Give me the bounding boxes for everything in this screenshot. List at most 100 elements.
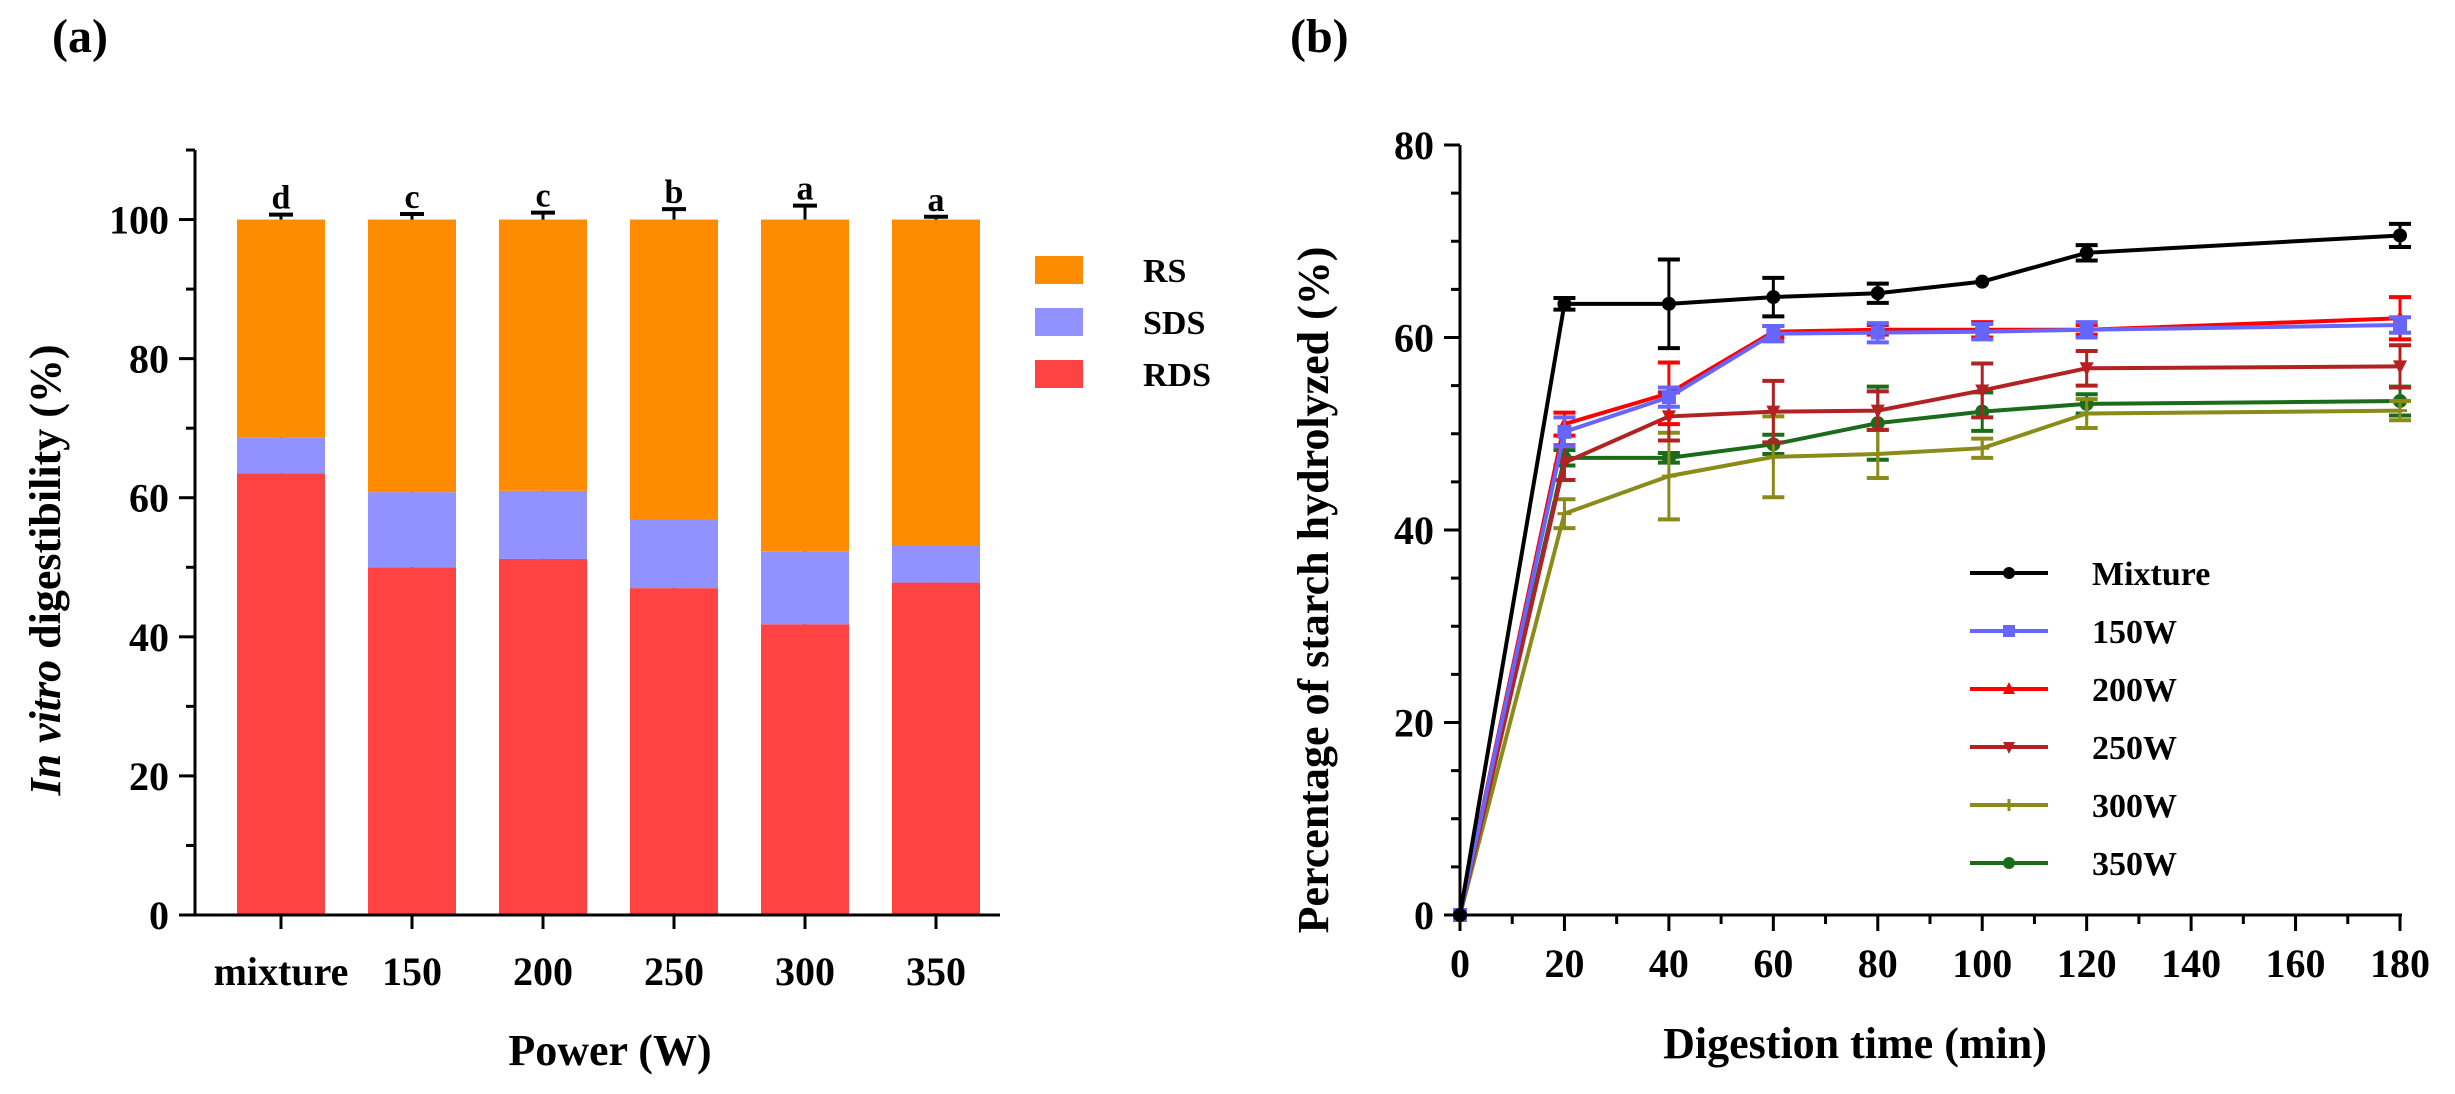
bar-rds — [368, 567, 456, 915]
bar-sds — [761, 551, 849, 625]
panel-b-y-axis-title: Percentage of starch hydrolyzed (%) — [1289, 247, 1338, 934]
significance-label-rs: c — [404, 179, 419, 216]
panel-b-axes: 0 20 40 60 80 0 20 40 60 80 100 120 140 160 180 — [1394, 123, 2430, 986]
panel-b-label: (b) — [1290, 10, 1349, 63]
point-mixture — [2393, 228, 2407, 243]
point-250w — [1557, 456, 1572, 471]
point-mixture — [2079, 245, 2094, 260]
panel-a-x-tick-label: 200 — [513, 949, 573, 994]
legend-swatch-sds — [1035, 308, 1083, 336]
bar-rs — [237, 219, 325, 438]
series-150w — [1453, 315, 2411, 922]
legend-marker-200w — [2003, 682, 2015, 694]
bar-rs — [892, 219, 980, 546]
point-300w — [1557, 506, 1572, 521]
significance-label-rs: c — [535, 178, 550, 215]
panel-b-x-tick-label: 60 — [1753, 941, 1793, 986]
panel-b-x-tick-label: 80 — [1858, 941, 1898, 986]
point-300w — [1870, 446, 1885, 461]
bar-rds — [630, 588, 718, 915]
panel-b-legend: Mixture 150W 200W 250W 300W 350W — [1970, 556, 2210, 883]
bar-rs — [499, 219, 587, 491]
point-150w — [1661, 390, 1676, 405]
panel-a-x-tick-label: 350 — [906, 949, 966, 994]
legend-label-sds: SDS — [1143, 305, 1205, 342]
point-250w — [1975, 384, 1990, 399]
point-150w — [2079, 322, 2094, 337]
legend-label-rds: RDS — [1143, 357, 1211, 394]
bar-rds — [237, 473, 325, 915]
legend-marker-mixture — [2003, 567, 2015, 579]
panel-a-y-tick-label: 100 — [109, 198, 169, 243]
legend-swatch-rs — [1035, 256, 1083, 284]
bar-sds — [892, 545, 980, 583]
bar-sds — [368, 492, 456, 568]
point-300w — [2393, 403, 2407, 418]
line-200w — [1458, 316, 2401, 916]
point-mixture — [1557, 296, 1572, 311]
legend-label-150w: 150W — [2092, 614, 2177, 651]
panel-b-series — [1453, 221, 2411, 923]
panel-a-y-axis-title: In vitro digestibility (%) — [21, 344, 70, 796]
point-mixture — [1870, 286, 1885, 301]
legend-marker-250w — [2003, 742, 2015, 754]
point-150w — [2393, 317, 2407, 332]
panel-b-x-tick-label: 0 — [1450, 941, 1470, 986]
legend-label-350w: 350W — [2092, 846, 2177, 883]
panel-b-x-tick-label: 40 — [1649, 941, 1689, 986]
point-300w — [2079, 406, 2094, 421]
point-300w — [1766, 449, 1781, 464]
panel-a-x-axis: mixture 150 200 250 300 350 — [195, 913, 1000, 994]
panel-a-y-tick-label: 80 — [129, 337, 169, 382]
series-200w — [1453, 295, 2411, 921]
bar-sds — [630, 519, 718, 589]
point-mixture — [1766, 290, 1781, 305]
point-250w — [1766, 405, 1781, 420]
point-300w — [1661, 469, 1676, 484]
panel-b-y-tick-label: 40 — [1394, 508, 1434, 553]
point-mixture — [1661, 296, 1676, 311]
series-mixture — [1453, 221, 2411, 922]
panel-b-x-tick-label: 20 — [1544, 941, 1584, 986]
legend-swatch-rds — [1035, 360, 1083, 388]
legend-marker-300w — [2003, 799, 2015, 811]
line-350w — [1458, 399, 2401, 916]
panel-a-y-tick-label: 20 — [129, 754, 169, 799]
series-350w — [1453, 384, 2411, 922]
panel-b-x-tick-label: 140 — [2161, 941, 2221, 986]
bar-rs — [368, 219, 456, 493]
legend-label-200w: 200W — [2092, 672, 2177, 709]
panel-b-y-tick-label: 60 — [1394, 316, 1434, 361]
point-mixture — [1975, 274, 1990, 289]
significance-label-rs: d — [272, 180, 291, 217]
panel-b-x-tick-label: 120 — [2057, 941, 2117, 986]
point-150w — [1975, 324, 1990, 339]
point-250w — [1870, 404, 1885, 419]
panel-b-y-tick-label: 20 — [1394, 701, 1434, 746]
significance-label-rs: a — [797, 171, 814, 208]
line-150w — [1458, 322, 2401, 916]
panel-a-y-title-rest: digestibility (%) — [21, 344, 70, 659]
point-250w — [2079, 362, 2094, 377]
significance-label-rs: b — [665, 174, 684, 211]
legend-label-250w: 250W — [2092, 730, 2177, 767]
panel-b-y-tick-label: 0 — [1414, 893, 1434, 938]
point-300w — [1975, 441, 1990, 456]
panel-b-x-tick-label: 100 — [1952, 941, 2012, 986]
panel-a-y-tick-label: 60 — [129, 476, 169, 521]
bar-rs — [761, 219, 849, 552]
panel-a-bars: acdbcacbbcdbbeaacdca — [237, 171, 980, 915]
panel-b-x-tick-label: 160 — [2266, 941, 2326, 986]
bar-rds — [499, 558, 587, 915]
bar-sds — [499, 490, 587, 559]
series-250w — [1453, 343, 2411, 923]
panel-a-x-tick-label: 300 — [775, 949, 835, 994]
bar-rs — [630, 219, 718, 520]
bar-sds — [237, 437, 325, 474]
legend-marker-150w — [2003, 625, 2015, 637]
panel-a-y-axis: 0 20 40 60 80 100 — [109, 148, 197, 938]
point-150w — [1766, 326, 1781, 341]
line-250w — [1458, 364, 2401, 916]
